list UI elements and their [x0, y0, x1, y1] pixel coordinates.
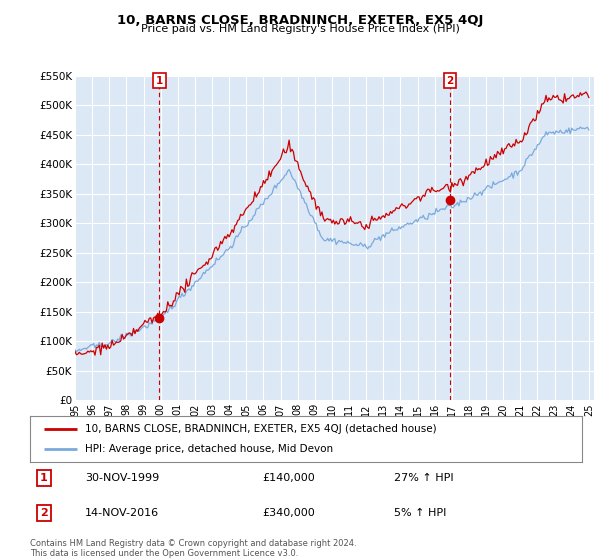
- Text: HPI: Average price, detached house, Mid Devon: HPI: Average price, detached house, Mid …: [85, 444, 334, 454]
- Text: 2: 2: [40, 508, 47, 518]
- Text: 10, BARNS CLOSE, BRADNINCH, EXETER, EX5 4QJ (detached house): 10, BARNS CLOSE, BRADNINCH, EXETER, EX5 …: [85, 424, 437, 434]
- Text: 14-NOV-2016: 14-NOV-2016: [85, 508, 160, 518]
- Text: 27% ↑ HPI: 27% ↑ HPI: [394, 473, 454, 483]
- Text: Contains HM Land Registry data © Crown copyright and database right 2024.
This d: Contains HM Land Registry data © Crown c…: [30, 539, 356, 558]
- Text: 1: 1: [40, 473, 47, 483]
- Text: 1: 1: [155, 76, 163, 86]
- Text: 2: 2: [446, 76, 454, 86]
- Text: £340,000: £340,000: [262, 508, 314, 518]
- Text: 10, BARNS CLOSE, BRADNINCH, EXETER, EX5 4QJ: 10, BARNS CLOSE, BRADNINCH, EXETER, EX5 …: [117, 14, 483, 27]
- Text: Price paid vs. HM Land Registry's House Price Index (HPI): Price paid vs. HM Land Registry's House …: [140, 24, 460, 34]
- Text: £140,000: £140,000: [262, 473, 314, 483]
- Text: 30-NOV-1999: 30-NOV-1999: [85, 473, 160, 483]
- Text: 5% ↑ HPI: 5% ↑ HPI: [394, 508, 446, 518]
